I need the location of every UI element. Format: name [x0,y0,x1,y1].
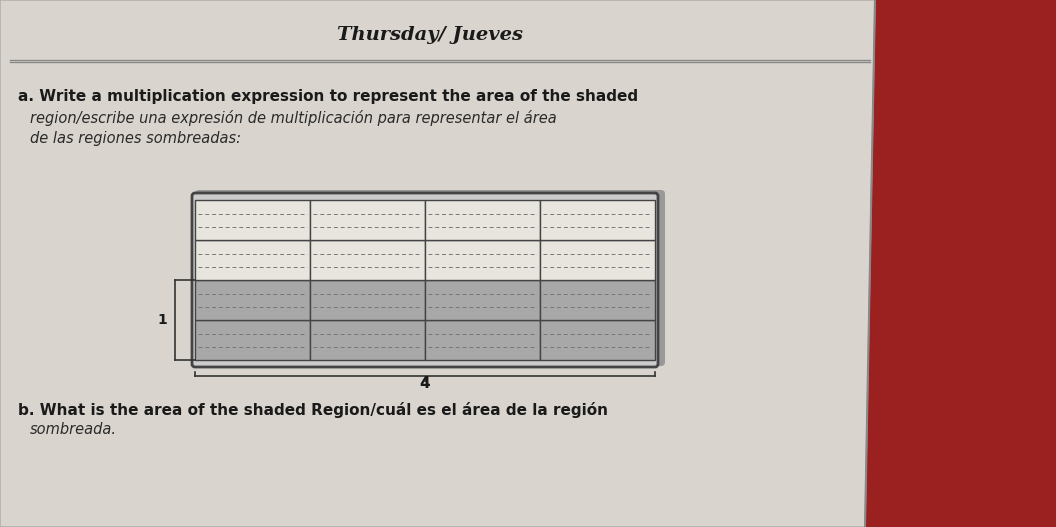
Bar [425,200,540,240]
Bar [540,280,655,320]
Text: b. What is the area of the shaded Region/cuál es el área de la región: b. What is the area of the shaded Region… [18,402,608,418]
Bar [310,280,425,320]
Bar [195,320,310,360]
Bar [195,280,310,320]
Bar [195,240,310,280]
Bar [310,320,425,360]
Text: Thursday/ Jueves: Thursday/ Jueves [337,26,523,44]
Text: a. Write a multiplication expression to represent the area of the shaded: a. Write a multiplication expression to … [18,90,638,104]
FancyBboxPatch shape [192,193,658,367]
Text: sombreada.: sombreada. [30,423,117,437]
Bar [195,200,310,240]
Bar [310,240,425,280]
Bar [425,280,540,320]
Bar [540,200,655,240]
Text: region/escribe una expresión de multiplicación para representar el área: region/escribe una expresión de multipli… [30,110,557,126]
Text: 1: 1 [157,313,167,327]
Bar [540,240,655,280]
Bar [425,240,540,280]
Bar [540,320,655,360]
FancyBboxPatch shape [195,190,665,366]
Polygon shape [0,0,875,527]
Bar [310,200,425,240]
Text: de las regiones sombreadas:: de las regiones sombreadas: [30,131,241,145]
Bar [425,320,540,360]
Text: 4: 4 [419,376,430,391]
